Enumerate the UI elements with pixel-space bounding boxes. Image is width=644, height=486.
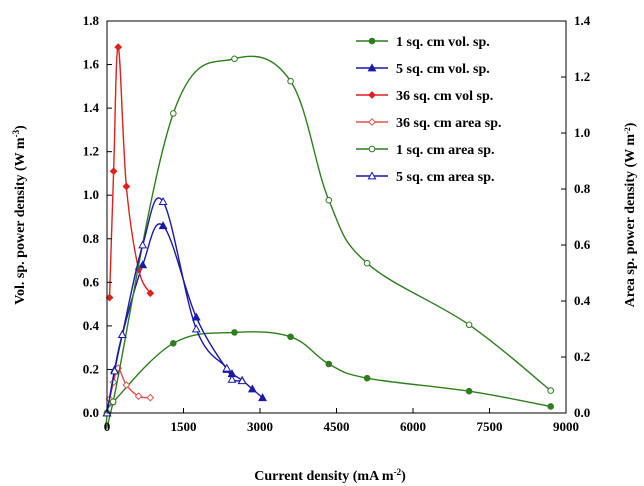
data-point	[247, 384, 257, 393]
data-point	[110, 366, 120, 375]
data-point	[158, 221, 168, 230]
data-point	[158, 196, 168, 205]
data-point	[138, 240, 148, 249]
x-tick-label: 0	[104, 419, 111, 434]
data-point	[547, 403, 555, 410]
data-point	[134, 392, 143, 401]
y-left-axis-title: Vol. sp. power density (W m-3)	[11, 125, 28, 305]
data-point	[170, 110, 177, 117]
data-point	[231, 55, 238, 63]
data-point	[325, 196, 333, 204]
legend-label: 5 sq. cm vol. sp.	[396, 62, 490, 77]
y-right-axis-title: Area sp. power density (W m-2)	[623, 122, 639, 307]
legend-item: 5 sq. cm vol. sp.	[356, 62, 490, 77]
data-point	[465, 321, 473, 329]
legend-item: 5 sq. cm area sp.	[356, 170, 495, 185]
series-4	[103, 55, 555, 430]
legend-swatch-marker	[368, 145, 376, 153]
data-point	[363, 374, 371, 382]
axes-layer: 0 1500 3000 4500 6000 7500 90000.00.20.40.60.8…	[83, 13, 591, 434]
data-point	[146, 289, 155, 298]
data-point	[547, 387, 555, 394]
data-point	[122, 182, 131, 191]
data-point	[117, 329, 127, 338]
y-right-tick-label: 0.0	[574, 405, 590, 420]
data-point	[222, 363, 232, 372]
legend-swatch-marker	[367, 171, 377, 180]
y-right-tick-label: 1.2	[574, 69, 590, 84]
x-tick-label: 9000	[553, 419, 579, 434]
y-left-tick-label: 0.6	[83, 274, 100, 289]
y-left-tick-label: 1.4	[83, 100, 100, 115]
data-point	[114, 43, 123, 52]
legend-item: 36 sq. cm area sp.	[356, 116, 502, 131]
legend-swatch-marker	[368, 91, 376, 99]
plot-frame	[106, 20, 567, 414]
y-right-tick-label: 0.8	[574, 181, 591, 196]
x-tick-label: 3000	[247, 419, 273, 434]
data-point	[170, 340, 177, 347]
data-point	[465, 387, 473, 395]
y-left-tick-label: 1.0	[83, 187, 99, 202]
data-point	[258, 393, 267, 402]
legend-swatch-marker	[368, 37, 376, 45]
data-point	[122, 381, 131, 389]
y-right-tick-label: 0.2	[574, 349, 590, 364]
data-point	[191, 324, 201, 333]
y-right-tick-label: 0.6	[574, 237, 591, 252]
y-left-tick-label: 1.8	[83, 13, 100, 28]
series-5	[102, 196, 247, 417]
legend-label: 36 sq. cm vol sp.	[396, 89, 493, 104]
series-line	[106, 197, 243, 414]
data-point	[363, 259, 371, 267]
series-2	[105, 43, 155, 302]
x-tick-label: 4500	[324, 419, 350, 434]
y-left-tick-label: 1.6	[83, 57, 100, 72]
series-line	[106, 223, 264, 414]
data-point	[227, 374, 237, 383]
y-left-tick-label: 0.2	[83, 361, 99, 376]
data-point	[191, 312, 201, 321]
y-left-tick-label: 0.8	[83, 231, 100, 246]
y-left-tick-label: 0.4	[83, 318, 100, 333]
series-layer	[102, 43, 555, 430]
y-right-tick-label: 1.4	[574, 13, 591, 28]
y-left-tick-label: 0.0	[83, 405, 99, 420]
legend-item: 1 sq. cm area sp.	[356, 143, 495, 158]
legend: 1 sq. cm vol. sp. 5 sq. cm vol. sp. 36 sq.…	[356, 35, 502, 185]
legend-label: 1 sq. cm vol. sp.	[396, 35, 490, 50]
x-axis-title: Current density (mA m-2)	[254, 467, 406, 484]
series-0	[103, 329, 555, 417]
x-tick-label: 6000	[400, 419, 426, 434]
legend-item: 36 sq. cm vol sp.	[356, 89, 493, 104]
data-point	[231, 329, 238, 336]
y-right-tick-label: 1.0	[574, 125, 590, 140]
x-tick-label: 7500	[477, 419, 503, 434]
legend-swatch-marker	[368, 118, 376, 126]
y-right-tick-label: 0.4	[574, 293, 591, 308]
legend-label: 36 sq. cm area sp.	[396, 116, 502, 131]
data-point	[138, 260, 148, 269]
x-tick-label: 1500	[171, 419, 197, 434]
legend-label: 5 sq. cm area sp.	[396, 170, 495, 185]
legend-item: 1 sq. cm vol. sp.	[356, 35, 490, 50]
data-point	[109, 398, 117, 406]
legend-swatch-marker	[367, 63, 377, 72]
data-point	[109, 167, 118, 176]
data-point	[325, 360, 333, 368]
y-left-tick-label: 1.2	[83, 144, 99, 159]
series-3	[105, 364, 155, 403]
legend-label: 1 sq. cm area sp.	[396, 143, 495, 158]
series-line	[105, 55, 552, 430]
data-point	[146, 393, 155, 402]
data-point	[237, 376, 247, 385]
data-point	[287, 77, 294, 85]
data-point	[287, 333, 294, 341]
